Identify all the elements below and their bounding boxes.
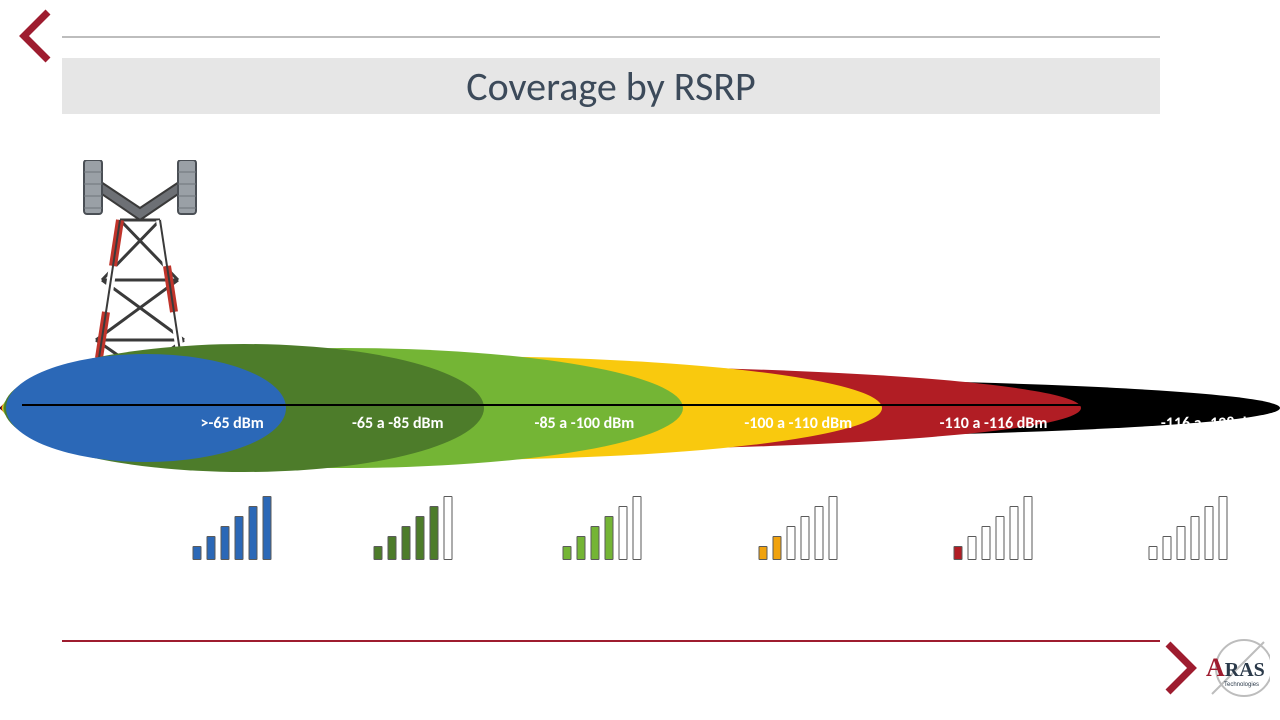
zone-label: -65 a -85 dBm (352, 414, 444, 433)
signal-bar (1024, 496, 1033, 560)
signal-bar (968, 536, 977, 560)
signal-bar (1148, 546, 1157, 560)
signal-bar (562, 546, 571, 560)
signal-bar (263, 496, 272, 560)
signal-bar (221, 526, 230, 560)
signal-bars-icon (954, 496, 1033, 560)
signal-bars-icon (1148, 496, 1227, 560)
zone-label: >-65 dBm (200, 414, 263, 433)
signal-bar (576, 536, 585, 560)
signal-bar (618, 506, 627, 560)
signal-bar (1162, 536, 1171, 560)
top-rule (62, 36, 1160, 38)
zone-label: -110 a -116 dBm (940, 414, 1048, 433)
signal-bar (235, 516, 244, 560)
signal-bar (801, 516, 810, 560)
signal-bar (373, 546, 382, 560)
signal-bar (415, 516, 424, 560)
coverage-zone (6, 354, 286, 462)
signal-bar (829, 496, 838, 560)
ground-baseline (22, 404, 1258, 406)
signal-bar (1190, 516, 1199, 560)
signal-bar (1218, 496, 1227, 560)
zone-label: -100 a -110 dBm (744, 414, 852, 433)
signal-bars-icon (193, 496, 272, 560)
signal-bars-icon (373, 496, 452, 560)
signal-bar (954, 546, 963, 560)
signal-bar (207, 536, 216, 560)
signal-bars-icon (759, 496, 838, 560)
zone-label: -85 a -100 dBm (535, 414, 635, 433)
signal-bar (1176, 526, 1185, 560)
signal-bar (1204, 506, 1213, 560)
signal-bar (401, 526, 410, 560)
signal-bar (387, 536, 396, 560)
svg-text:ARAS: ARAS (1206, 653, 1265, 682)
zone-label: -116 a -128 dBm (1161, 414, 1269, 433)
coverage-zones (22, 340, 1258, 475)
signal-bar (787, 526, 796, 560)
signal-bar (1010, 506, 1019, 560)
signal-bar (193, 546, 202, 560)
title-bar: Coverage by RSRP (62, 58, 1160, 114)
signal-bar (632, 496, 641, 560)
signal-bar (996, 516, 1005, 560)
signal-bar (815, 506, 824, 560)
signal-bars-icon (562, 496, 641, 560)
signal-bar (443, 496, 452, 560)
next-chevron-icon[interactable] (1158, 640, 1202, 696)
signal-bar (429, 506, 438, 560)
signal-bar (982, 526, 991, 560)
signal-bar (604, 516, 613, 560)
signal-bar (590, 526, 599, 560)
logo-subtext: Technologies (1224, 682, 1259, 688)
signal-bar (773, 536, 782, 560)
aras-logo: ARAS Technologies (1200, 636, 1270, 700)
page-title: Coverage by RSRP (466, 62, 755, 111)
signal-bar (249, 506, 258, 560)
bottom-rule (62, 640, 1160, 642)
signal-bar (759, 546, 768, 560)
zone-labels: -116 a -128 dBm-110 a -116 dBm-100 a -11… (22, 414, 1258, 444)
prev-chevron-icon[interactable] (14, 8, 58, 64)
signal-strength-icons (22, 488, 1258, 560)
